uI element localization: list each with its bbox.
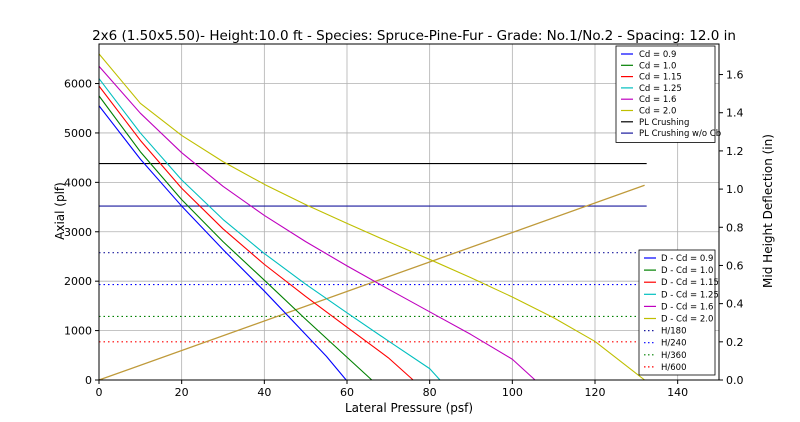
x-tick-label: 0 bbox=[96, 386, 103, 399]
legend-label-d-cd-1-6: D - Cd = 1.6 bbox=[661, 302, 713, 312]
legend-label-h-360: H/360 bbox=[661, 351, 686, 361]
y-axis-label: Axial (plf) bbox=[53, 182, 67, 240]
y-tick-label: 3000 bbox=[64, 226, 92, 239]
legend-label-cd-1-0: Cd = 1.0 bbox=[639, 61, 676, 71]
y2-tick-label: 0.6 bbox=[726, 259, 744, 272]
legend-label-cd-1-6: Cd = 1.6 bbox=[639, 95, 676, 105]
x-tick-label: 40 bbox=[257, 386, 271, 399]
x-tick-label: 60 bbox=[340, 386, 354, 399]
y2-tick-label: 1.0 bbox=[726, 183, 744, 196]
series-line-cd-2-0 bbox=[98, 53, 645, 381]
legend-label-cd-2-0: Cd = 2.0 bbox=[639, 107, 676, 117]
legend-top-box bbox=[615, 45, 716, 143]
deflection-curve bbox=[98, 184, 645, 381]
y-tick-label: 0 bbox=[85, 374, 92, 387]
legend-label-h-600: H/600 bbox=[661, 363, 686, 373]
legend-label-pl-crushing: PL Crushing bbox=[639, 118, 689, 128]
x-axis-label: Lateral Pressure (psf) bbox=[345, 401, 473, 415]
tick-marks bbox=[95, 74, 723, 384]
legend-label-d-cd-0-9: D - Cd = 0.9 bbox=[661, 254, 713, 264]
y-tick-label: 6000 bbox=[64, 78, 92, 91]
legend-label-pl-crushing-w-o-cb: PL Crushing w/o Cb bbox=[639, 129, 721, 139]
y-tick-label: 5000 bbox=[64, 127, 92, 140]
y2-tick-label: 1.4 bbox=[726, 107, 744, 120]
legend-label-h-180: H/180 bbox=[661, 327, 686, 337]
y2-tick-label: 0.0 bbox=[726, 374, 744, 387]
legend-label-h-240: H/240 bbox=[661, 339, 686, 349]
y2-tick-label: 0.4 bbox=[726, 298, 744, 311]
series-line-cd-1-25 bbox=[98, 78, 441, 381]
x-tick-label: 100 bbox=[502, 386, 523, 399]
series-line-cd-1-0 bbox=[98, 95, 373, 381]
legend-label-cd-0-9: Cd = 0.9 bbox=[639, 50, 676, 60]
legend-label-d-cd-1-0: D - Cd = 1.0 bbox=[661, 266, 713, 276]
tick-labels: 0 20 40 60 80 100 120 140 0 1000 2000 3000 4000 5000 6… bbox=[64, 69, 744, 399]
y-tick-label: 1000 bbox=[64, 325, 92, 338]
legend-label-cd-1-25: Cd = 1.25 bbox=[639, 84, 682, 94]
y2-tick-label: 1.2 bbox=[726, 145, 744, 158]
y2-tick-label: 0.8 bbox=[726, 221, 744, 234]
axes-frame bbox=[98, 43, 720, 381]
y2-tick-label: 1.6 bbox=[726, 69, 744, 82]
y-tick-label: 2000 bbox=[64, 275, 92, 288]
y-tick-label: 4000 bbox=[64, 176, 92, 189]
x-tick-label: 120 bbox=[585, 386, 606, 399]
legend-bottom-box bbox=[638, 249, 716, 376]
series-line-cd-1-6 bbox=[98, 65, 536, 381]
legend-label-d-cd-2-0: D - Cd = 2.0 bbox=[661, 315, 713, 325]
legend-bottom: D - Cd = 0.9 D - Cd = 1.0 D - Cd = 1.15 D -… bbox=[638, 249, 719, 376]
x-tick-label: 80 bbox=[423, 386, 437, 399]
y2-axis-label: Mid Height Deflection (in) bbox=[761, 134, 775, 288]
legend-label-cd-1-15: Cd = 1.15 bbox=[639, 73, 682, 83]
chart-title: 2x6 (1.50x5.50)- Height:10.0 ft - Specie… bbox=[92, 28, 736, 44]
plot-area bbox=[98, 53, 647, 381]
series-line-cd-0-9 bbox=[98, 105, 347, 381]
legend-label-d-cd-1-25: D - Cd = 1.25 bbox=[661, 290, 719, 300]
legend-label-d-cd-1-15: D - Cd = 1.15 bbox=[661, 278, 719, 288]
series-line-cd-1-15 bbox=[98, 85, 414, 381]
y2-tick-label: 0.2 bbox=[726, 336, 744, 349]
x-tick-label: 20 bbox=[175, 386, 189, 399]
x-tick-label: 140 bbox=[667, 386, 688, 399]
